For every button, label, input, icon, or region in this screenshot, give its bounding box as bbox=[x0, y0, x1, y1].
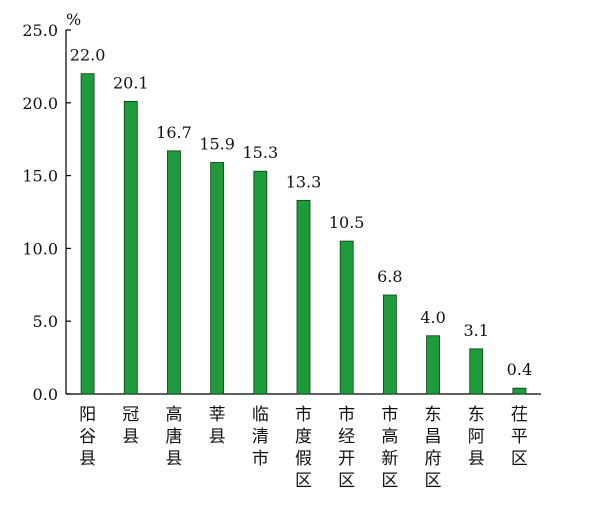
data-label: 13.3 bbox=[286, 172, 322, 191]
bar bbox=[426, 335, 440, 395]
bar bbox=[167, 150, 181, 395]
category-label: 茌平区 bbox=[511, 405, 528, 469]
data-label: 22.0 bbox=[70, 46, 106, 65]
y-tick-label: 25.0 bbox=[22, 21, 58, 40]
y-axis-unit-label: % bbox=[66, 10, 81, 29]
y-axis: 0.0 5.0 10.0 15.0 20.0 25.0 bbox=[22, 21, 541, 404]
y-tick-label: 15.0 bbox=[22, 167, 58, 186]
bar bbox=[339, 240, 354, 395]
bar bbox=[296, 199, 311, 395]
bars-group bbox=[80, 73, 527, 395]
category-label: 东阿县 bbox=[468, 405, 485, 469]
data-label: 3.1 bbox=[464, 321, 489, 340]
bar bbox=[382, 294, 397, 395]
data-label: 4.0 bbox=[420, 308, 445, 327]
bar bbox=[469, 348, 484, 395]
data-label: 0.4 bbox=[507, 360, 532, 379]
bar bbox=[210, 162, 225, 395]
value-labels-group: 22.0 20.1 16.7 15.9 15.3 13.3 10.5 6.8 4.0 3.1 0.4 bbox=[70, 46, 532, 379]
data-label: 6.8 bbox=[377, 267, 402, 286]
category-label: 市度假区 bbox=[295, 405, 312, 491]
category-label: 高唐县 bbox=[165, 405, 182, 469]
y-tick-label: 20.0 bbox=[22, 94, 58, 113]
y-tick-label: 10.0 bbox=[22, 239, 58, 258]
data-label: 16.7 bbox=[156, 123, 192, 142]
category-label: 临清市 bbox=[252, 405, 269, 469]
data-label: 15.3 bbox=[243, 143, 279, 162]
bar bbox=[80, 73, 95, 395]
category-label: 市高新区 bbox=[381, 405, 398, 491]
bar bbox=[512, 387, 527, 395]
y-tick-label: 5.0 bbox=[33, 312, 58, 331]
bar bbox=[253, 170, 268, 395]
data-label: 15.9 bbox=[199, 134, 235, 153]
bar bbox=[123, 100, 138, 395]
category-label: 阳谷县 bbox=[79, 405, 96, 469]
y-tick-label: 0.0 bbox=[33, 385, 58, 404]
category-label: 莘县 bbox=[209, 405, 226, 447]
category-label: 东昌府区 bbox=[425, 405, 442, 491]
category-label: 冠县 bbox=[122, 405, 139, 447]
data-label: 10.5 bbox=[329, 213, 365, 232]
category-labels-group: 阳谷县 冠县 高唐县 莘县 临清市 市度假区 市经开区 市高新区 东昌府区 东阿县 茌平区 bbox=[79, 405, 528, 491]
data-label: 20.1 bbox=[113, 73, 149, 92]
category-label: 市经开区 bbox=[338, 405, 355, 491]
